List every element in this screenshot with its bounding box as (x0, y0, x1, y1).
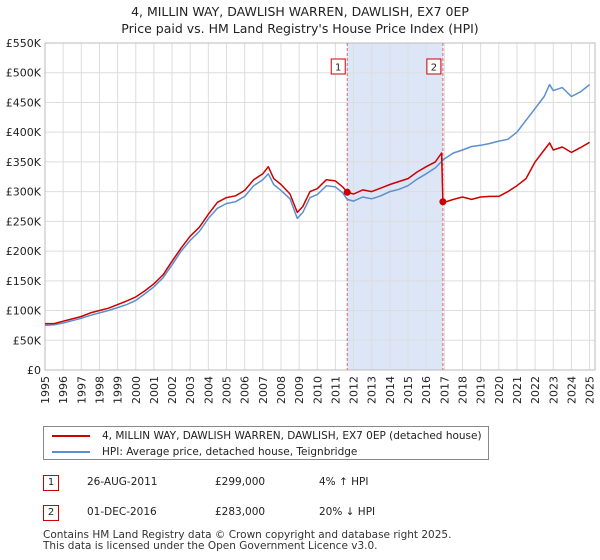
legend-label-property: 4, MILLIN WAY, DAWLISH WARREN, DAWLISH, … (102, 430, 482, 442)
y-tick-label: £400K (6, 126, 42, 139)
y-tick-label: £350K (6, 156, 42, 169)
legend-swatch-hpi (52, 451, 90, 453)
x-tick-label: 2021 (511, 376, 524, 404)
sale-date-1: 26-AUG-2011 (87, 476, 158, 488)
footer: Contains HM Land Registry data © Crown c… (43, 530, 451, 552)
footer-licence: This data is licensed under the Open Gov… (43, 540, 378, 552)
sale-date-2: 01-DEC-2016 (87, 506, 157, 518)
sale-label-2: 2 (431, 63, 437, 74)
x-tick-label: 2005 (221, 376, 234, 404)
x-tick-label: 1999 (112, 376, 125, 404)
x-tick-label: 2025 (584, 376, 597, 404)
x-tick-label: 1995 (39, 376, 52, 404)
hpi-line (44, 83, 591, 327)
sale-price-1: £299,000 (215, 476, 266, 488)
y-tick-label: £100K (6, 305, 42, 318)
y-tick-label: £300K (6, 186, 42, 199)
y-tick-label: £450K (6, 96, 42, 109)
x-tick-label: 1996 (57, 376, 70, 404)
legend-item-hpi: HPI: Average price, detached house, Teig… (52, 444, 357, 460)
x-tick-label: 2023 (547, 376, 560, 404)
sale-hpi-1: 4% ↑ HPI (319, 476, 369, 488)
x-tick-label: 2003 (184, 376, 197, 404)
sale-price-2: £283,000 (215, 506, 266, 518)
x-tick-label: 1997 (75, 376, 88, 404)
x-tick-label: 2020 (493, 376, 506, 404)
sale-hpi-2: 20% ↓ HPI (319, 506, 376, 518)
plot-area (45, 43, 595, 370)
x-tick-label: 2004 (202, 376, 215, 404)
x-tick-label: 2014 (384, 376, 397, 404)
x-tick-label: 1998 (93, 376, 106, 404)
x-tick-label: 2007 (257, 376, 270, 404)
y-tick-label: £500K (6, 67, 42, 80)
x-tick-label: 2018 (456, 376, 469, 404)
y-tick-label: £50K (13, 334, 42, 347)
y-tick-label: £150K (6, 275, 42, 288)
y-tick-label: £550K (6, 37, 42, 50)
chart-title: 4, MILLIN WAY, DAWLISH WARREN, DAWLISH, … (131, 4, 469, 19)
x-tick-label: 2009 (293, 376, 306, 404)
legend-item-property: 4, MILLIN WAY, DAWLISH WARREN, DAWLISH, … (52, 428, 482, 444)
y-tick-label: £250K (6, 215, 42, 228)
y-tick-label: £0 (27, 364, 41, 377)
x-tick-label: 2006 (239, 376, 252, 404)
x-tick-label: 2016 (420, 376, 433, 404)
chart-title-block: 4, MILLIN WAY, DAWLISH WARREN, DAWLISH, … (0, 3, 600, 37)
legend: 4, MILLIN WAY, DAWLISH WARREN, DAWLISH, … (43, 426, 489, 460)
x-tick-label: 2013 (366, 376, 379, 404)
x-tick-label: 2017 (438, 376, 451, 404)
legend-swatch-property (52, 435, 90, 437)
x-tick-label: 2011 (329, 376, 342, 404)
chart-subtitle: Price paid vs. HM Land Registry's House … (121, 21, 479, 36)
price-chart: £0 £50K £100K £150K £200K £250K £300K £350K £400… (6, 37, 597, 404)
sale-period-shading (347, 43, 443, 370)
x-tick-label: 2024 (565, 376, 578, 404)
sale-marker-1: 1 (43, 475, 59, 491)
sale-label-box-2 (426, 58, 442, 75)
property-price-line (45, 141, 590, 325)
footer-copyright: Contains HM Land Registry data © Crown c… (43, 529, 452, 541)
sale-marker-2: 2 (43, 505, 59, 521)
x-tick-label: 2002 (166, 376, 179, 404)
x-tick-label: 2022 (529, 376, 542, 404)
y-tick-label: £200K (6, 245, 42, 258)
x-tick-label: 2001 (148, 376, 161, 404)
x-tick-label: 2015 (402, 376, 415, 404)
sale-label-1: 1 (335, 63, 341, 74)
x-tick-label: 2019 (475, 376, 488, 404)
x-tick-label: 2008 (275, 376, 288, 404)
sale-point-2 (439, 198, 447, 206)
plot-frame (44, 42, 596, 371)
x-tick-label: 2012 (348, 376, 361, 404)
x-tick-label: 2000 (130, 376, 143, 404)
x-tick-label: 2010 (311, 376, 324, 404)
legend-label-hpi: HPI: Average price, detached house, Teig… (102, 446, 358, 458)
sale-label-box-1 (330, 58, 346, 75)
sale-point-1 (343, 188, 351, 196)
